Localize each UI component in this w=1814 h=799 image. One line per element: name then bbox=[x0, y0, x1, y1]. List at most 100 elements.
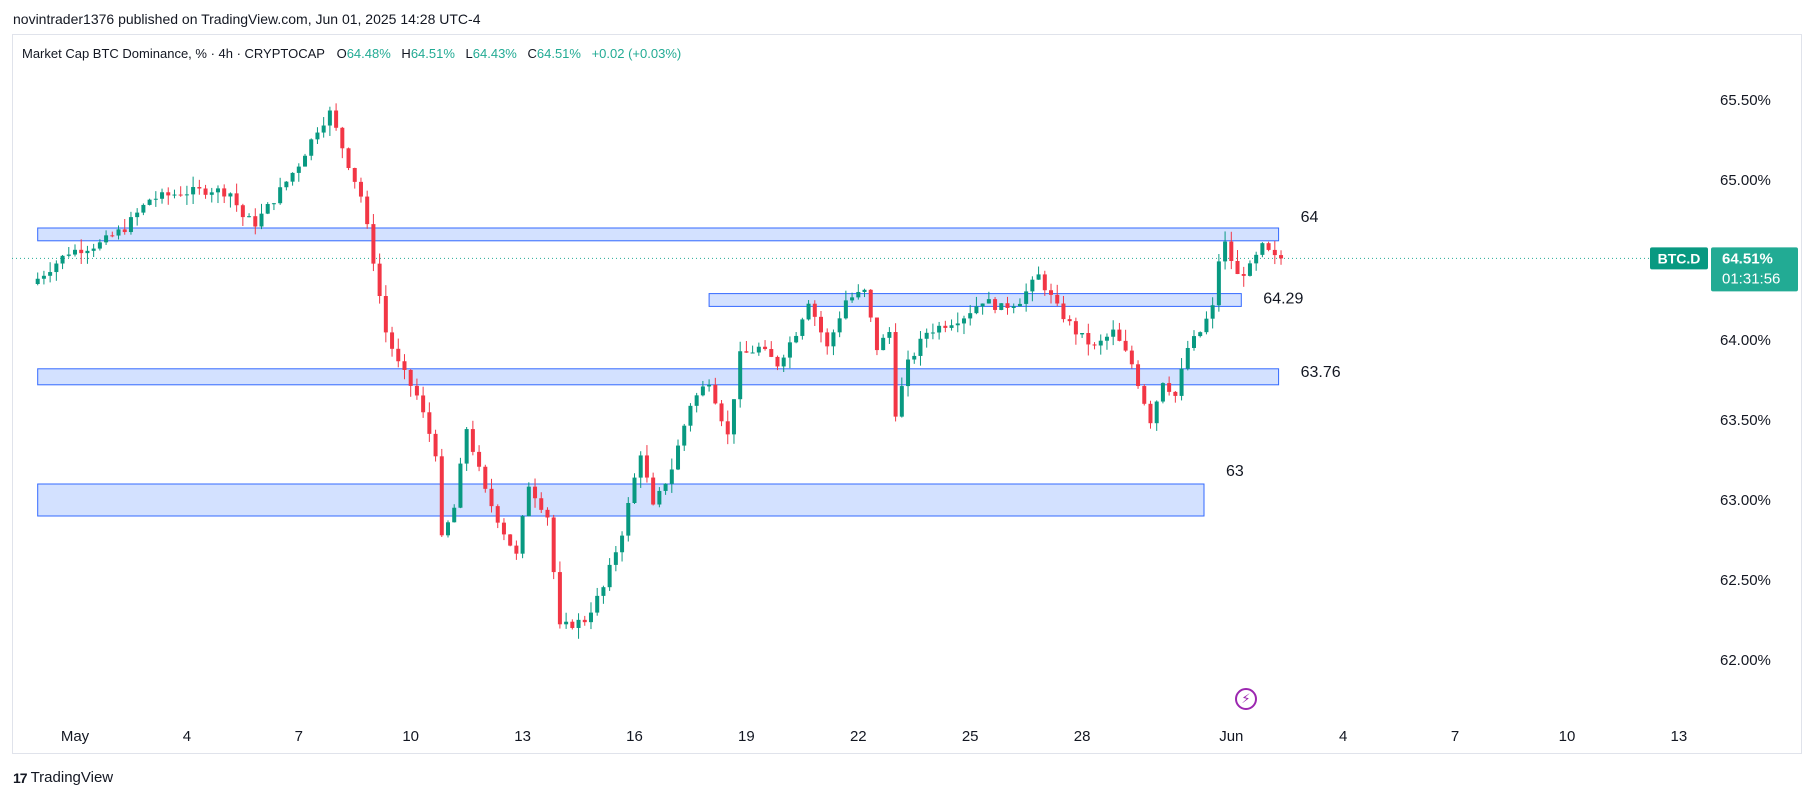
candle-body bbox=[1136, 364, 1141, 387]
change-value: +0.02 (+0.03%) bbox=[591, 46, 682, 61]
chart-pane[interactable] bbox=[12, 34, 1802, 754]
candle-body bbox=[1030, 279, 1035, 292]
candle-body bbox=[104, 235, 109, 243]
candle-body bbox=[1024, 291, 1029, 304]
candle-body bbox=[1229, 241, 1234, 261]
candle-body bbox=[638, 455, 643, 478]
candle-body bbox=[1173, 391, 1178, 396]
candle-body bbox=[1266, 243, 1271, 250]
lightning-icon[interactable]: ⚡ bbox=[1235, 688, 1257, 710]
zone-rect bbox=[37, 368, 1280, 386]
candle-body bbox=[557, 572, 562, 625]
x-tick-label: 4 bbox=[183, 728, 191, 745]
candle-body bbox=[73, 249, 77, 255]
candle-body bbox=[750, 352, 755, 354]
candle-body bbox=[819, 316, 823, 333]
candle-body bbox=[1142, 386, 1147, 404]
ticker-badge-bg bbox=[1650, 247, 1708, 270]
candle-body bbox=[439, 456, 444, 536]
candle-body bbox=[1223, 241, 1228, 262]
candle-body bbox=[533, 486, 538, 499]
candle-body bbox=[290, 172, 295, 182]
tradingview-logo[interactable]: 17 TradingView bbox=[13, 769, 113, 786]
candle-body bbox=[408, 369, 413, 386]
candle-body bbox=[769, 349, 774, 357]
candle-body bbox=[1272, 249, 1277, 256]
candle-body bbox=[371, 224, 376, 264]
candle-body bbox=[495, 506, 500, 523]
candle-body bbox=[955, 323, 960, 326]
x-tick-label: 10 bbox=[1559, 728, 1576, 745]
candle-body bbox=[620, 535, 625, 553]
candle-body bbox=[1179, 368, 1184, 396]
y-tick-label: 62.50% bbox=[1720, 572, 1771, 589]
candle-body bbox=[700, 386, 705, 396]
candle-body bbox=[296, 166, 301, 173]
candle-body bbox=[452, 507, 457, 523]
candle-body bbox=[240, 205, 245, 218]
x-tick-label: 25 bbox=[962, 728, 979, 745]
candle-body bbox=[999, 303, 1004, 310]
candle-body bbox=[1098, 340, 1103, 346]
candle-body bbox=[390, 332, 395, 349]
candle-body bbox=[713, 384, 718, 404]
ticker-badge-text: BTC.D bbox=[1658, 250, 1701, 266]
zone-rect bbox=[37, 483, 1205, 517]
candle-body bbox=[209, 192, 214, 195]
candle-body bbox=[968, 313, 973, 319]
candle-body bbox=[874, 317, 879, 351]
candle-body bbox=[383, 296, 388, 333]
candle-body bbox=[682, 425, 687, 446]
candle-body bbox=[178, 194, 183, 196]
candle-body bbox=[763, 346, 768, 350]
candle-body bbox=[1036, 274, 1041, 280]
candle-body bbox=[918, 338, 923, 356]
candle-body bbox=[831, 332, 836, 347]
candle-body bbox=[352, 168, 357, 182]
low-value: 64.43% bbox=[472, 46, 517, 61]
x-tick-label: Jun bbox=[1219, 728, 1243, 745]
candle-body bbox=[756, 346, 761, 353]
candle-body bbox=[738, 351, 743, 400]
candle-body bbox=[595, 595, 600, 613]
candle-body bbox=[1049, 290, 1054, 295]
zone-label: 64.29 bbox=[1263, 291, 1303, 308]
candle-body bbox=[1055, 294, 1060, 304]
candle-body bbox=[1216, 261, 1221, 306]
candle-body bbox=[446, 522, 450, 536]
candle-body bbox=[483, 466, 488, 489]
x-tick-label: 7 bbox=[1451, 728, 1459, 745]
candle-body bbox=[1061, 303, 1066, 320]
candle-body bbox=[974, 306, 979, 314]
candle-body bbox=[676, 445, 681, 470]
y-tick-label: 62.00% bbox=[1720, 652, 1771, 669]
candle-body bbox=[930, 332, 935, 334]
symbol-legend: Market Cap BTC Dominance, % · 4h · CRYPT… bbox=[22, 46, 688, 61]
candle-body bbox=[141, 204, 146, 213]
high-value: 64.51% bbox=[410, 46, 455, 61]
candle-body bbox=[470, 429, 475, 452]
candle-body bbox=[1067, 319, 1072, 322]
candle-body bbox=[1185, 347, 1190, 369]
candle-body bbox=[203, 188, 208, 195]
candle-body bbox=[160, 192, 165, 199]
candle-body bbox=[719, 403, 724, 422]
candle-body bbox=[651, 477, 656, 505]
candle-body bbox=[669, 469, 674, 484]
candle-body bbox=[800, 319, 805, 336]
candle-body bbox=[850, 297, 855, 301]
candle-body bbox=[1123, 340, 1128, 351]
candle-body bbox=[334, 110, 339, 128]
candle-body bbox=[228, 193, 233, 197]
candle-body bbox=[315, 132, 320, 140]
candle-body bbox=[1086, 333, 1091, 345]
candle-body bbox=[41, 275, 46, 279]
candle-body bbox=[1154, 401, 1159, 424]
candle-body bbox=[1129, 350, 1134, 365]
candle-body bbox=[1198, 332, 1203, 337]
candle-body bbox=[110, 235, 115, 237]
low-label: L bbox=[465, 46, 473, 61]
candle-body bbox=[564, 621, 569, 625]
candle-body bbox=[60, 255, 65, 264]
